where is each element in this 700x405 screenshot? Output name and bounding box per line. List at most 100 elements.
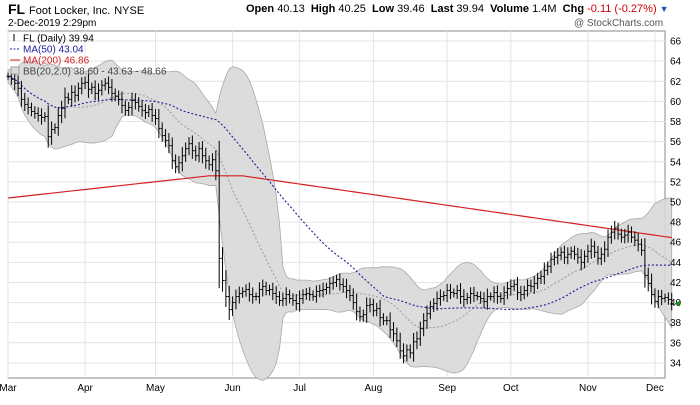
- price-bar: [23, 92, 27, 112]
- price-bar: [308, 287, 312, 301]
- ticker-title: FL Foot Locker, Inc. NYSE: [8, 1, 144, 17]
- price-bar: [335, 274, 338, 287]
- price-bar: [572, 245, 576, 260]
- y-tick-label: 44: [670, 258, 682, 269]
- price-bar: [100, 80, 104, 96]
- price-bar: [633, 231, 637, 247]
- price-bar: [247, 282, 251, 302]
- price-bar: [174, 154, 178, 174]
- price-bar: [388, 312, 392, 338]
- price-bar: [385, 316, 389, 326]
- price-bar: [338, 273, 342, 291]
- x-tick-label: Nov: [579, 383, 597, 394]
- price-bar: [445, 283, 449, 303]
- price-bar: [616, 222, 620, 240]
- legend-bb-swatch: [10, 66, 20, 75]
- price-bar: [261, 279, 265, 297]
- price-bar: [281, 292, 285, 307]
- price-bar: [660, 289, 664, 306]
- price-bar: [408, 344, 412, 359]
- price-bar: [589, 238, 593, 259]
- price-bar: [593, 240, 597, 258]
- price-bar: [448, 283, 452, 300]
- price-bar: [187, 137, 191, 156]
- price-bar: [157, 108, 161, 139]
- price-bar: [86, 73, 90, 98]
- y-tick-label: 50: [670, 197, 682, 208]
- price-bar: [221, 247, 225, 292]
- price-bar: [200, 141, 204, 164]
- price-bar: [361, 309, 365, 322]
- volume-label: Volume: [490, 3, 529, 15]
- price-bar: [552, 251, 556, 266]
- price-bar: [90, 82, 94, 95]
- price-bar: [566, 247, 570, 265]
- price-bar: [422, 313, 426, 337]
- price-bar: [170, 137, 174, 169]
- price-bar: [328, 277, 332, 294]
- price-bar: [438, 289, 442, 306]
- price-bar: [33, 106, 37, 119]
- price-bar: [80, 77, 84, 95]
- price-bar: [489, 292, 493, 301]
- price-bar: [264, 281, 268, 296]
- price-bar: [432, 298, 436, 313]
- price-bar: [227, 286, 231, 321]
- price-bar: [53, 123, 57, 134]
- y-tick-label: 58: [670, 117, 682, 128]
- ohlc-summary: Open 40.13 High 40.25 Low 39.46 Last 39.…: [246, 3, 669, 15]
- price-bar: [197, 141, 201, 163]
- price-bar: [469, 287, 473, 304]
- price-bar: [532, 276, 536, 294]
- price-bar: [546, 261, 550, 276]
- low-value: 39.46: [397, 3, 425, 15]
- price-bar: [459, 283, 463, 304]
- high-value: 40.25: [338, 3, 366, 15]
- price-bar: [479, 291, 483, 304]
- price-bar: [267, 284, 271, 296]
- x-tick-label: Jun: [225, 383, 241, 394]
- price-bar: [50, 121, 54, 145]
- price-bar: [603, 241, 607, 263]
- price-bar: [371, 298, 375, 317]
- last-label: Last: [430, 3, 454, 15]
- price-bar: [516, 276, 520, 300]
- price-bar: [103, 78, 107, 91]
- price-bar: [241, 287, 245, 298]
- price-bar: [378, 299, 382, 327]
- price-bar: [214, 150, 218, 181]
- high-label: High: [310, 3, 336, 15]
- price-bar: [418, 321, 422, 346]
- open-label: Open: [246, 3, 275, 15]
- price-bar: [143, 103, 147, 120]
- y-tick-label: 56: [670, 137, 682, 148]
- price-bar: [653, 288, 657, 308]
- axes: 3436384042444648505254565860626466MarApr…: [0, 37, 682, 394]
- price-bar: [663, 293, 667, 303]
- price-bar: [113, 88, 117, 102]
- price-bar: [529, 279, 533, 293]
- price-bar: [147, 104, 151, 117]
- price-bar: [556, 248, 560, 265]
- price-bar: [291, 293, 295, 306]
- price-bar: [613, 220, 617, 240]
- price-bar: [164, 129, 168, 148]
- price-bar: [583, 250, 587, 269]
- price-bar: [224, 270, 228, 307]
- price-bar: [26, 97, 30, 115]
- price-bar: [284, 287, 288, 306]
- price-bar: [485, 288, 489, 310]
- price-bar: [160, 122, 164, 142]
- price-bar: [294, 294, 298, 311]
- price-bar: [398, 332, 402, 359]
- price-bars: [6, 70, 674, 364]
- price-bar: [167, 133, 171, 154]
- y-tick-label: 36: [670, 338, 682, 349]
- price-bar: [117, 90, 121, 106]
- price-bar: [539, 270, 543, 285]
- y-tick-label: 46: [670, 238, 682, 249]
- price-bar: [13, 72, 17, 91]
- price-bar: [596, 245, 600, 265]
